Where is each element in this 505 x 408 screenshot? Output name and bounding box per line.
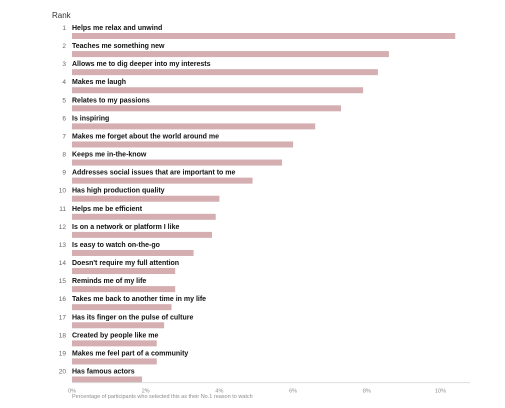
- rank-number: 18: [59, 332, 67, 339]
- bar: [72, 322, 165, 329]
- bar: [72, 105, 342, 112]
- bar-label: Created by people like me: [72, 332, 158, 339]
- bar-row: 1 Helps me relax and unwind: [62, 25, 456, 39]
- bar-label: Teaches me something new: [72, 43, 165, 50]
- rank-number: 20: [59, 369, 67, 376]
- rank-number: 15: [59, 278, 67, 285]
- bar: [72, 286, 176, 293]
- x-axis-ticks: 0% 2% 4% 6% 8% 10%: [68, 389, 446, 395]
- bar-row: 12 Is on a network or platform I like: [59, 224, 213, 238]
- x-tick-label: 8%: [363, 389, 371, 395]
- x-tick-label: 6%: [289, 389, 297, 395]
- rank-number: 8: [62, 152, 66, 159]
- bar: [72, 358, 157, 365]
- rank-header: Rank: [52, 11, 72, 20]
- bar-label: Is easy to watch on-the-go: [72, 242, 160, 249]
- bar-label: Is inspiring: [72, 115, 109, 122]
- bar-label: Reminds me of my life: [72, 278, 146, 285]
- bar-label: Has high production quality: [72, 188, 165, 195]
- x-tick-label: 0%: [68, 389, 76, 395]
- rank-number: 14: [59, 260, 67, 267]
- bar-row: 11 Helps me be efficient: [59, 206, 216, 220]
- bar-row: 15 Reminds me of my life: [59, 278, 176, 293]
- bar: [72, 159, 283, 166]
- bar-label: Takes me back to another time in my life: [72, 296, 206, 303]
- bar-row: 6 Is inspiring: [62, 115, 316, 130]
- bar-row: 20 Has famous actors: [59, 369, 143, 383]
- bar-label: Has its finger on the pulse of culture: [72, 314, 193, 321]
- bar-row: 16 Takes me back to another time in my li…: [59, 296, 206, 311]
- bar-label: Doesn't require my full attention: [72, 260, 179, 267]
- rank-number: 1: [62, 25, 66, 32]
- bar-label: Makes me feel part of a community: [72, 350, 188, 357]
- bar-label: Allows me to dig deeper into my interest…: [72, 61, 211, 68]
- rank-number: 3: [62, 61, 66, 68]
- rank-number: 4: [62, 79, 66, 86]
- bar: [72, 33, 456, 39]
- bar-label: Addresses social issues that are importa…: [72, 170, 235, 177]
- bar: [72, 376, 143, 383]
- bar-label: Is on a network or platform I like: [72, 224, 179, 231]
- bar-label: Has famous actors: [72, 369, 135, 376]
- bar-row: 8 Keeps me in-the-know: [62, 152, 283, 166]
- rank-number: 19: [59, 350, 67, 357]
- bar-row: 2 Teaches me something new: [62, 43, 389, 58]
- x-axis-label: Percentage of participants who selected …: [72, 394, 253, 400]
- bar: [72, 177, 253, 184]
- bar-label: Helps me be efficient: [72, 206, 143, 213]
- bar-row: 9 Addresses social issues that are import…: [62, 170, 253, 184]
- bar-row: 10 Has high production quality: [59, 188, 220, 202]
- bar-row: 5 Relates to my passions: [62, 97, 342, 112]
- bar: [72, 249, 194, 256]
- bar-label: Makes me laugh: [72, 79, 126, 86]
- bar: [72, 231, 213, 238]
- bar-label: Helps me relax and unwind: [72, 25, 162, 32]
- bar: [72, 340, 157, 347]
- bar-row: 13 Is easy to watch on-the-go: [59, 242, 194, 256]
- x-tick-label: 4%: [215, 389, 223, 395]
- rank-number: 11: [59, 206, 66, 213]
- rank-number: 12: [59, 224, 67, 231]
- x-tick-label: 2%: [142, 389, 150, 395]
- rank-number: 5: [62, 97, 66, 104]
- bar-label: Relates to my passions: [72, 97, 150, 104]
- rank-number: 9: [62, 170, 66, 177]
- bar: [72, 304, 172, 311]
- bar: [72, 213, 216, 220]
- rank-number: 2: [62, 43, 66, 50]
- chart-rows: 1 Helps me relax and unwind 2 Teaches me so…: [59, 25, 456, 383]
- bar-row: 17 Has its finger on the pulse of culture: [59, 314, 193, 329]
- bar-row: 7 Makes me forget about the world around …: [62, 133, 294, 148]
- bar-label: Makes me forget about the world around m…: [72, 133, 219, 140]
- bar: [72, 69, 378, 76]
- rank-number: 13: [59, 242, 67, 249]
- x-tick-label: 10%: [435, 389, 446, 395]
- rank-number: 16: [59, 296, 67, 303]
- rank-number: 6: [62, 115, 66, 122]
- bar-row: 3 Allows me to dig deeper into my interes…: [62, 61, 378, 76]
- bar: [72, 87, 364, 94]
- bar-label: Keeps me in-the-know: [72, 152, 147, 159]
- bar-row: 19 Makes me feel part of a community: [59, 350, 188, 365]
- bar: [72, 268, 176, 275]
- bar-row: 4 Makes me laugh: [62, 79, 364, 94]
- bar-row: 14 Doesn't require my full attention: [59, 260, 179, 275]
- rank-number: 10: [59, 188, 67, 195]
- rank-number: 7: [62, 133, 66, 140]
- bar: [72, 195, 220, 202]
- bar-row: 18 Created by people like me: [59, 332, 158, 347]
- bar: [72, 51, 389, 58]
- bar: [72, 123, 316, 130]
- rank-number: 17: [59, 314, 67, 321]
- bar: [72, 141, 294, 148]
